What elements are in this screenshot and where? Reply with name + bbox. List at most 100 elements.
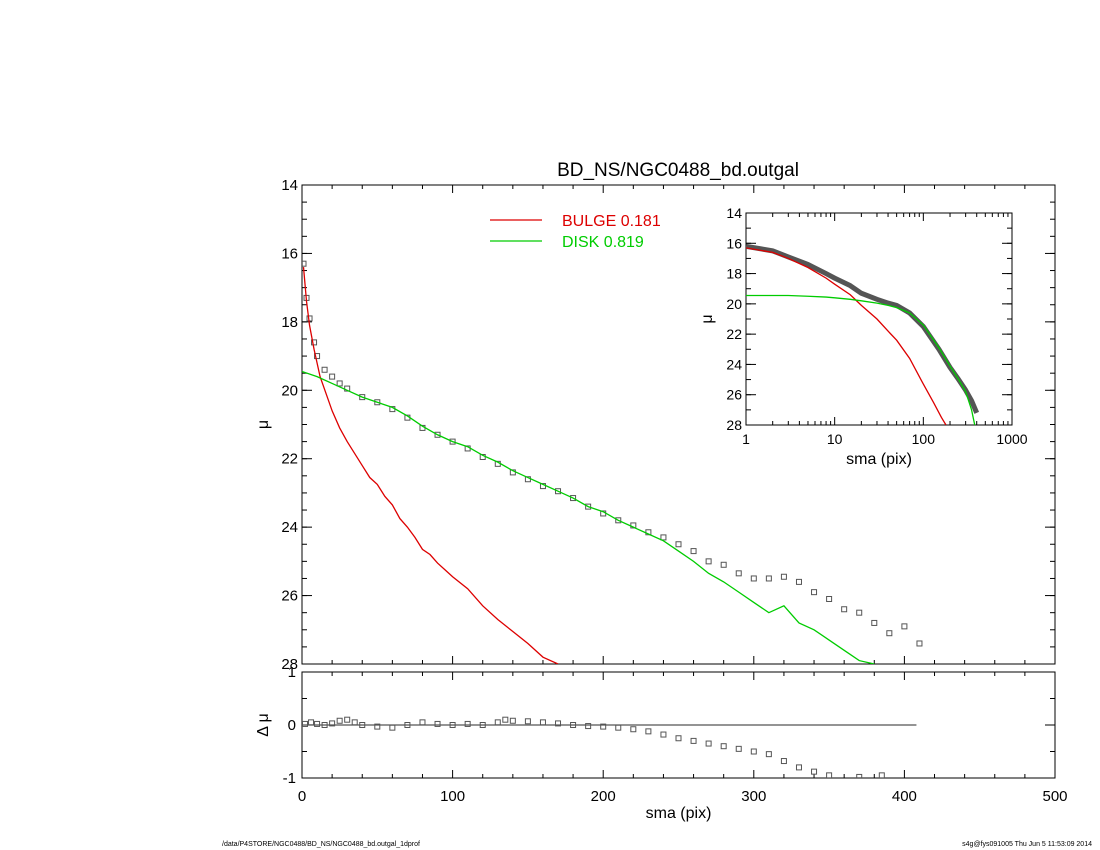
data-point xyxy=(720,743,727,750)
data-point xyxy=(675,735,682,742)
data-point xyxy=(585,723,592,730)
data-point xyxy=(690,548,697,555)
legend: BULGE 0.181 DISK 0.819 xyxy=(490,213,661,251)
data-point xyxy=(524,718,531,725)
x-tick-label: 400 xyxy=(892,788,917,805)
y-tick-label: 16 xyxy=(726,235,742,251)
data-point xyxy=(856,609,863,616)
x-axis-label: sma (pix) xyxy=(646,805,712,822)
data-point xyxy=(826,772,833,778)
data-point xyxy=(660,731,667,738)
data-point xyxy=(344,716,351,723)
data-point xyxy=(329,373,336,380)
data-point xyxy=(735,570,742,577)
data-point xyxy=(600,723,607,730)
y-tick-label: 20 xyxy=(726,296,742,312)
data-point xyxy=(555,720,562,727)
inset-log-panel: 1 10 100 1000 14 16 18 20 22 24 26 28 μ sma (pix) xyxy=(699,205,1028,468)
x-axis-label: sma (pix) xyxy=(846,451,912,468)
data-point xyxy=(419,719,426,726)
data-point xyxy=(795,764,802,771)
data-point xyxy=(765,575,772,582)
data-point xyxy=(720,561,727,568)
y-tick-label: 26 xyxy=(281,588,298,605)
data-point xyxy=(359,394,366,401)
series-line-data xyxy=(746,243,980,414)
data-point xyxy=(555,488,562,495)
series-line-disk xyxy=(302,370,875,664)
data-point xyxy=(374,723,381,730)
data-point xyxy=(901,623,908,630)
y-tick-label: 14 xyxy=(726,205,742,221)
data-point xyxy=(539,719,546,726)
data-point xyxy=(735,745,742,752)
legend-label-bulge: BULGE 0.181 xyxy=(562,213,661,230)
data-point xyxy=(615,517,622,524)
data-point xyxy=(750,575,757,582)
data-point xyxy=(750,748,757,755)
x-tick-label: 100 xyxy=(912,431,936,447)
x-tick-label: 500 xyxy=(1042,788,1067,805)
data-point xyxy=(780,573,787,580)
data-point xyxy=(878,772,885,778)
y-tick-label: 28 xyxy=(281,656,298,673)
data-point xyxy=(675,541,682,548)
y-tick-label: 18 xyxy=(726,266,742,282)
data-point xyxy=(705,558,712,565)
data-point xyxy=(780,758,787,765)
footer-file-path: /data/P4STORE/NGC0488/BD_NS/NGC0488_bd.o… xyxy=(222,841,420,848)
data-point xyxy=(765,751,772,758)
chart-title: BD_NS/NGC0488_bd.outgal xyxy=(557,160,799,181)
data-point xyxy=(660,534,667,541)
y-tick-label: 14 xyxy=(281,177,298,194)
data-point xyxy=(856,773,863,778)
series-group xyxy=(302,260,923,664)
y-tick-label: 16 xyxy=(281,245,298,262)
footer-timestamp: s4g@fys091005 Thu Jun 5 11:53:09 2014 xyxy=(962,841,1092,848)
plot-frame xyxy=(745,212,1013,426)
y-tick-label: 24 xyxy=(281,519,298,536)
main-profile-panel: 14 16 18 20 22 24 26 28 μ xyxy=(255,177,1056,673)
x-tick-label: 1000 xyxy=(996,431,1027,447)
data-point xyxy=(374,399,381,406)
data-point xyxy=(811,589,818,596)
y-tick-label: 22 xyxy=(726,326,742,342)
x-tick-label: 200 xyxy=(591,788,616,805)
data-point xyxy=(311,339,318,346)
data-point xyxy=(502,716,509,723)
data-point xyxy=(336,380,343,387)
data-point xyxy=(351,719,358,726)
data-point xyxy=(916,640,923,647)
data-point xyxy=(841,606,848,613)
data-point xyxy=(314,720,321,727)
y-tick-label: 20 xyxy=(281,382,298,399)
x-tick-label: 0 xyxy=(298,788,306,805)
data-point xyxy=(434,431,441,438)
data-point xyxy=(705,740,712,747)
x-tick-label: 1 xyxy=(742,431,750,447)
y-tick-label: 18 xyxy=(281,314,298,331)
data-point xyxy=(570,495,577,502)
series-line-bulge xyxy=(746,247,947,425)
series-group xyxy=(746,243,980,425)
y-tick-label: 26 xyxy=(726,387,742,403)
data-point xyxy=(434,720,441,727)
data-point xyxy=(494,719,501,726)
data-point xyxy=(690,737,697,744)
data-point xyxy=(321,366,328,373)
data-point xyxy=(630,726,637,733)
y-axis-label: μ xyxy=(255,420,272,429)
data-point xyxy=(811,768,818,775)
data-point xyxy=(464,720,471,727)
y-axis-label: Δ μ xyxy=(255,713,272,736)
data-point xyxy=(826,595,833,602)
series-line-bulge xyxy=(302,267,559,664)
y-tick-label: 28 xyxy=(726,417,742,433)
data-point xyxy=(509,717,516,724)
data-point xyxy=(645,728,652,735)
data-point xyxy=(336,717,343,724)
data-point xyxy=(585,503,592,510)
x-tick-label: 300 xyxy=(741,788,766,805)
data-point xyxy=(302,260,307,267)
